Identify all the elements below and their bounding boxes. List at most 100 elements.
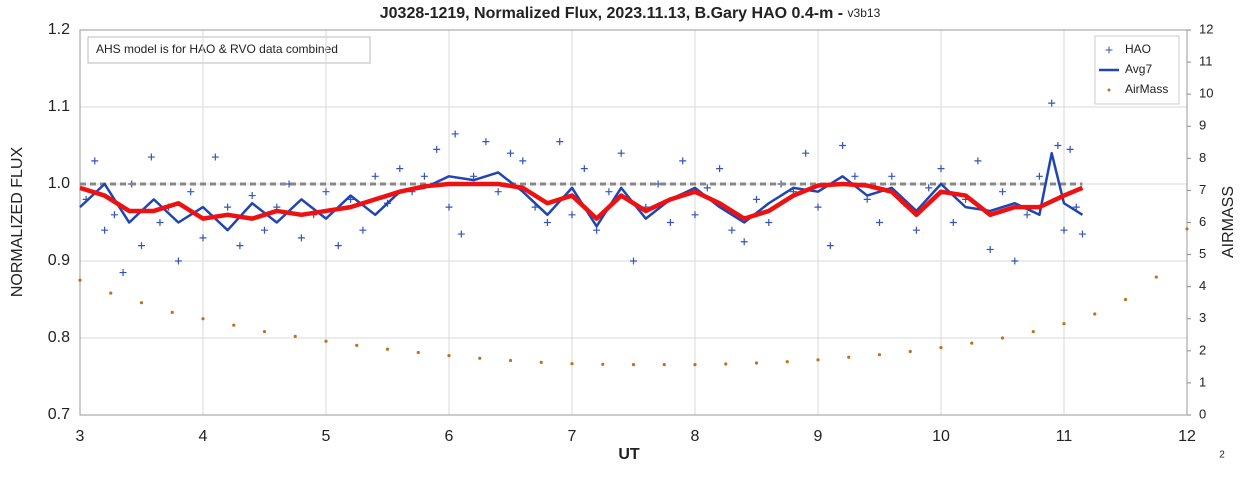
y2-tick-label: 10	[1199, 86, 1213, 101]
chart-subtitle: v3b13	[848, 6, 881, 20]
y2-tick-label: 8	[1199, 150, 1206, 165]
airmass-dot	[847, 355, 851, 359]
hao-point	[876, 219, 883, 226]
hao-point	[297, 234, 305, 242]
hao-point	[765, 219, 773, 226]
hao-point	[630, 257, 637, 265]
airmass-dot	[539, 360, 543, 364]
hao-point	[236, 242, 244, 250]
hao-point	[703, 184, 711, 192]
hao-point	[1078, 230, 1086, 238]
hao-point	[248, 192, 256, 200]
y-axis-label: NORMALIZED FLUX	[9, 147, 26, 298]
hao-point	[814, 203, 822, 211]
airmass-dot	[508, 358, 513, 363]
hao-point	[396, 165, 404, 173]
airmass-dot	[908, 349, 912, 354]
hao-point	[420, 172, 428, 180]
hao-point	[999, 188, 1006, 196]
y2-tick-label: 2	[1199, 342, 1206, 357]
hao-point	[728, 226, 736, 234]
hao-point	[937, 165, 945, 173]
hao-point	[1011, 257, 1019, 265]
hao-point	[494, 188, 502, 196]
hao-point	[1066, 145, 1074, 153]
y2-tick-label: 3	[1199, 310, 1206, 325]
hao-point	[949, 219, 957, 226]
airmass-dot	[201, 317, 205, 321]
airmass-dot	[631, 363, 636, 367]
airmass-dot	[816, 358, 820, 362]
hao-point	[986, 245, 994, 253]
y2-tick-label: 7	[1199, 182, 1206, 197]
airmass-dot	[385, 347, 390, 351]
y2-tick-label: 12	[1199, 21, 1213, 36]
hao-point	[1035, 172, 1043, 180]
y2-tick-label: 4	[1199, 278, 1206, 293]
hao-point	[679, 157, 687, 165]
hao-point	[740, 238, 748, 246]
line-series	[79, 151, 1084, 232]
airmass-dot	[109, 291, 113, 295]
x-tick-label: 7	[568, 428, 577, 445]
hao-point	[433, 145, 441, 153]
hao-point	[110, 211, 118, 219]
hao-point	[261, 226, 268, 234]
airmass-dot	[1154, 275, 1158, 279]
x-tick-label: 8	[691, 428, 700, 445]
hao-point	[211, 153, 219, 161]
hao-point	[334, 242, 342, 250]
hao-point	[445, 203, 453, 211]
airmass-dot	[1123, 297, 1128, 302]
x-tick-label: 11	[1056, 428, 1073, 445]
airmass-dot	[293, 334, 297, 338]
hao-point	[666, 219, 674, 226]
airmass-dot	[232, 323, 236, 327]
hao-point	[1023, 211, 1031, 219]
hao-point	[1048, 99, 1056, 107]
airmass-dot	[970, 341, 974, 345]
legend-label: HAO	[1125, 42, 1151, 56]
y-tick-label: 0.7	[48, 406, 70, 423]
y2-tick-label: 5	[1199, 246, 1206, 261]
y-tick-label: 1.2	[48, 21, 70, 38]
legend-swatch	[1107, 88, 1111, 92]
hao-point	[753, 195, 760, 203]
hao-point	[156, 219, 164, 226]
airmass-dot	[693, 363, 697, 367]
hao-point	[101, 226, 109, 234]
airmass-dot	[139, 301, 144, 305]
airmass-dot	[1185, 227, 1189, 231]
airmass-dot	[724, 362, 728, 366]
hao-point	[470, 172, 478, 180]
hao-point	[605, 188, 613, 196]
hao-point	[224, 203, 232, 211]
x-tick-label: 6	[445, 428, 454, 445]
hao-point	[174, 257, 182, 265]
airmass-dot	[570, 362, 574, 366]
hao-point	[556, 138, 564, 146]
x-axis-label: UT	[618, 446, 640, 463]
hao-point	[863, 195, 871, 203]
hao-point	[617, 149, 625, 157]
x-tick-label: 4	[199, 428, 208, 445]
hao-point	[457, 230, 465, 238]
legend-swatch	[1105, 46, 1113, 54]
hao-point	[851, 172, 859, 180]
hao-point	[91, 157, 99, 165]
x-tick-label: 10	[932, 428, 950, 445]
airmass-dot	[416, 350, 420, 355]
corner-label: 2	[1219, 450, 1225, 461]
airmass-dot	[601, 362, 605, 366]
hao-point	[482, 138, 490, 146]
line-series	[79, 181, 1084, 221]
chart-title-group: J0328-1219, Normalized Flux, 2023.11.13,…	[380, 5, 881, 22]
legend-label: Avg7	[1125, 62, 1152, 76]
y-tick-label: 0.9	[48, 252, 70, 269]
y2-axis-label: AIRMASS	[1220, 186, 1237, 258]
y-tick-label: 1.1	[48, 98, 70, 115]
hao-point	[519, 157, 527, 165]
hao-point	[543, 219, 551, 226]
